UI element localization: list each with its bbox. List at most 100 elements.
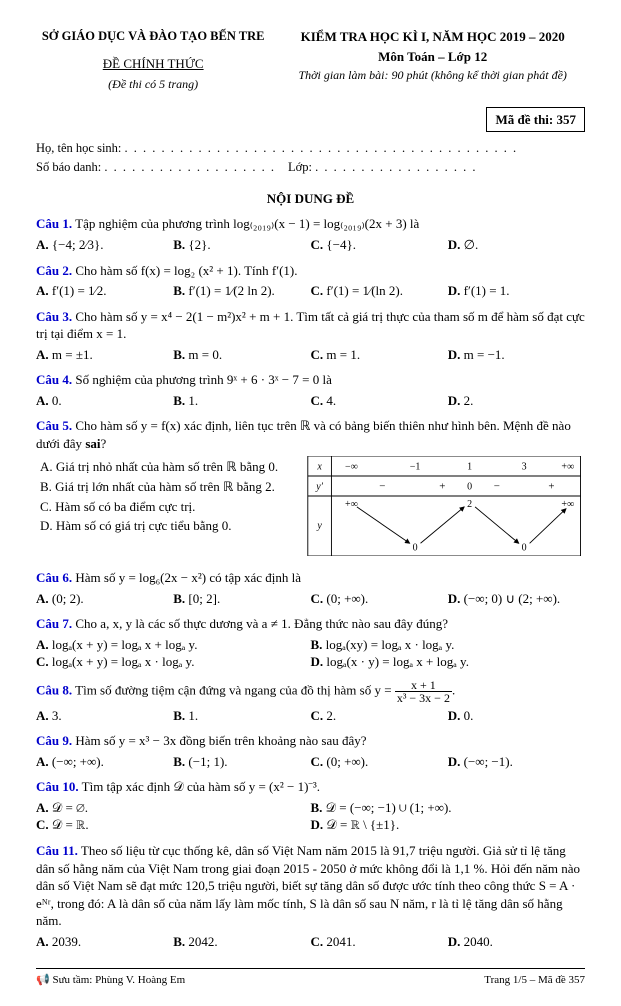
question-7: Câu 7. Cho a, x, y là các số thực dương … xyxy=(36,615,585,671)
q3-B: m = 0. xyxy=(188,347,222,362)
q6-stem: Hàm số y = log₆(2x − x²) có tập xác định… xyxy=(75,570,301,585)
q11-C: 2041. xyxy=(326,934,355,949)
q3-label: Câu 3. xyxy=(36,309,72,324)
q10-A: 𝒟 = ∅. xyxy=(52,800,88,815)
q3-A: m = ±1. xyxy=(52,347,93,362)
official-label: ĐỀ CHÍNH THỨC xyxy=(103,55,204,73)
svg-text:0: 0 xyxy=(467,482,472,493)
q5-label: Câu 5. xyxy=(36,418,72,433)
q2-D: f′(1) = 1. xyxy=(464,283,510,298)
question-8: Câu 8. Tìm số đường tiệm cận đứng và nga… xyxy=(36,679,585,725)
svg-text:+∞: +∞ xyxy=(345,499,358,510)
q1-stem: Tập nghiệm của phương trình log₍₂₀₁₉₎(x … xyxy=(75,216,419,231)
q8-A: 3. xyxy=(52,708,62,723)
q9-D: (−∞; −1). xyxy=(464,754,513,769)
q10-D: 𝒟 = ℝ \ {±1}. xyxy=(326,817,399,832)
q6-A: (0; 2). xyxy=(52,591,84,606)
q2-C: f′(1) = 1⁄(ln 2). xyxy=(326,283,403,298)
q1-D: ∅. xyxy=(464,237,479,252)
footer-left: 📢 Sưu tầm: Phùng V. Hoàng Em xyxy=(36,973,185,988)
q7-C: logₐ(x + y) = logₐ x · logₐ y. xyxy=(52,654,195,669)
header: SỞ GIÁO DỤC VÀ ĐÀO TẠO BẾN TRE ĐỀ CHÍNH … xyxy=(36,28,585,93)
q11-label: Câu 11. xyxy=(36,843,78,858)
q2-A: f′(1) = 1⁄2. xyxy=(52,283,107,298)
q4-C: 4. xyxy=(326,393,336,408)
q4-D: 2. xyxy=(464,393,474,408)
q5-D: Hàm số có giá trị cực tiểu bằng 0. xyxy=(56,518,232,533)
header-right: KIỂM TRA HỌC KÌ I, NĂM HỌC 2019 – 2020 M… xyxy=(280,28,585,93)
svg-text:3: 3 xyxy=(521,462,526,473)
svg-text:−: − xyxy=(493,481,499,493)
svg-text:y′: y′ xyxy=(315,482,323,493)
q1-B: {2}. xyxy=(188,237,210,252)
class-dots: . . . . . . . . . . . . . . . . . . xyxy=(315,160,477,174)
page-footer: 📢 Sưu tầm: Phùng V. Hoàng Em Trang 1/5 –… xyxy=(36,968,585,988)
svg-text:+: + xyxy=(439,481,445,493)
q3-D: m = −1. xyxy=(464,347,505,362)
q9-label: Câu 9. xyxy=(36,733,72,748)
q5-A: Giá trị nhỏ nhất của hàm số trên ℝ bằng … xyxy=(56,459,278,474)
exam-code-box: Mã đề thi: 357 xyxy=(486,107,585,133)
q10-label: Câu 10. xyxy=(36,779,79,794)
question-5: Câu 5. Cho hàm số y = f(x) xác định, liê… xyxy=(36,417,585,561)
q11-stem: Theo số liệu từ cục thống kê, dân số Việ… xyxy=(36,843,580,928)
q6-label: Câu 6. xyxy=(36,570,72,585)
q8-stem-b: . xyxy=(452,682,455,697)
svg-text:1: 1 xyxy=(467,462,472,473)
q10-C: 𝒟 = ℝ. xyxy=(52,817,89,832)
q1-A: {−4; 2⁄3}. xyxy=(52,237,104,252)
exam-time: Thời gian làm bài: 90 phút (không kể thờ… xyxy=(280,67,585,83)
q2-B: f′(1) = 1⁄(2 ln 2). xyxy=(188,283,274,298)
q8-D: 0. xyxy=(464,708,474,723)
name-label: Họ, tên học sinh: xyxy=(36,141,121,155)
q2-stem: Cho hàm số f(x) = log₂ (x² + 1). Tính f′… xyxy=(75,263,297,278)
q11-A: 2039. xyxy=(52,934,81,949)
svg-text:+∞: +∞ xyxy=(561,499,574,510)
q4-A: 0. xyxy=(52,393,62,408)
q5-stem-a: Cho hàm số y = f(x) xác định, liên tục t… xyxy=(36,418,571,451)
q8-label: Câu 8. xyxy=(36,682,72,697)
svg-text:+∞: +∞ xyxy=(561,462,574,473)
q7-label: Câu 7. xyxy=(36,616,72,631)
exam-subject: Môn Toán – Lớp 12 xyxy=(280,48,585,66)
q4-stem: Số nghiệm của phương trình 9ˣ + 6 · 3ˣ −… xyxy=(75,372,331,387)
q8-frac: x + 1 x³ − 3x − 2 xyxy=(395,679,452,704)
q10-B: 𝒟 = (−∞; −1) ∪ (1; +∞). xyxy=(326,800,452,815)
q8-B: 1. xyxy=(188,708,198,723)
q7-stem: Cho a, x, y là các số thực dương và a ≠ … xyxy=(75,616,448,631)
q6-D: (−∞; 0) ∪ (2; +∞). xyxy=(464,591,561,606)
class-label: Lớp: xyxy=(288,160,312,174)
question-2: Câu 2. Cho hàm số f(x) = log₂ (x² + 1). … xyxy=(36,262,585,300)
id-dots: . . . . . . . . . . . . . . . . . . . xyxy=(104,160,275,174)
q11-B: 2042. xyxy=(188,934,217,949)
question-1: Câu 1. Tập nghiệm của phương trình log₍₂… xyxy=(36,215,585,253)
footer-right: Trang 1/5 – Mã đề 357 xyxy=(484,973,585,988)
q8-stem-a: Tìm số đường tiệm cận đứng và ngang của … xyxy=(75,682,395,697)
q9-stem: Hàm số y = x³ − 3x đồng biến trên khoảng… xyxy=(75,733,366,748)
student-info: Họ, tên học sinh: . . . . . . . . . . . … xyxy=(36,140,585,176)
svg-text:+: + xyxy=(548,481,554,493)
q2-label: Câu 2. xyxy=(36,263,72,278)
q9-A: (−∞; +∞). xyxy=(52,754,104,769)
q9-B: (−1; 1). xyxy=(188,754,227,769)
svg-text:2: 2 xyxy=(467,499,472,510)
question-6: Câu 6. Hàm số y = log₆(2x − x²) có tập x… xyxy=(36,569,585,607)
q9-C: (0; +∞). xyxy=(326,754,368,769)
question-10: Câu 10. Tìm tập xác định 𝒟 của hàm số y … xyxy=(36,778,585,834)
q4-B: 1. xyxy=(188,393,198,408)
id-label: Số báo danh: xyxy=(36,160,101,174)
q4-label: Câu 4. xyxy=(36,372,72,387)
exam-title: KIỂM TRA HỌC KÌ I, NĂM HỌC 2019 – 2020 xyxy=(280,28,585,46)
q3-C: m = 1. xyxy=(326,347,360,362)
q6-B: [0; 2]. xyxy=(188,591,220,606)
q5-B: Giá trị lớn nhất của hàm số trên ℝ bằng … xyxy=(55,479,275,494)
svg-text:−: − xyxy=(379,481,385,493)
content-title: NỘI DUNG ĐỀ xyxy=(36,190,585,208)
name-dots: . . . . . . . . . . . . . . . . . . . . … xyxy=(125,141,518,155)
question-3: Câu 3. Cho hàm số y = x⁴ − 2(1 − m²)x² +… xyxy=(36,308,585,364)
q1-C: {−4}. xyxy=(326,237,356,252)
q5-stem-c: ? xyxy=(100,436,106,451)
q10-stem: Tìm tập xác định 𝒟 của hàm số y = (x² − … xyxy=(82,779,320,794)
q8-C: 2. xyxy=(326,708,336,723)
q3-stem: Cho hàm số y = x⁴ − 2(1 − m²)x² + m + 1.… xyxy=(36,309,585,342)
